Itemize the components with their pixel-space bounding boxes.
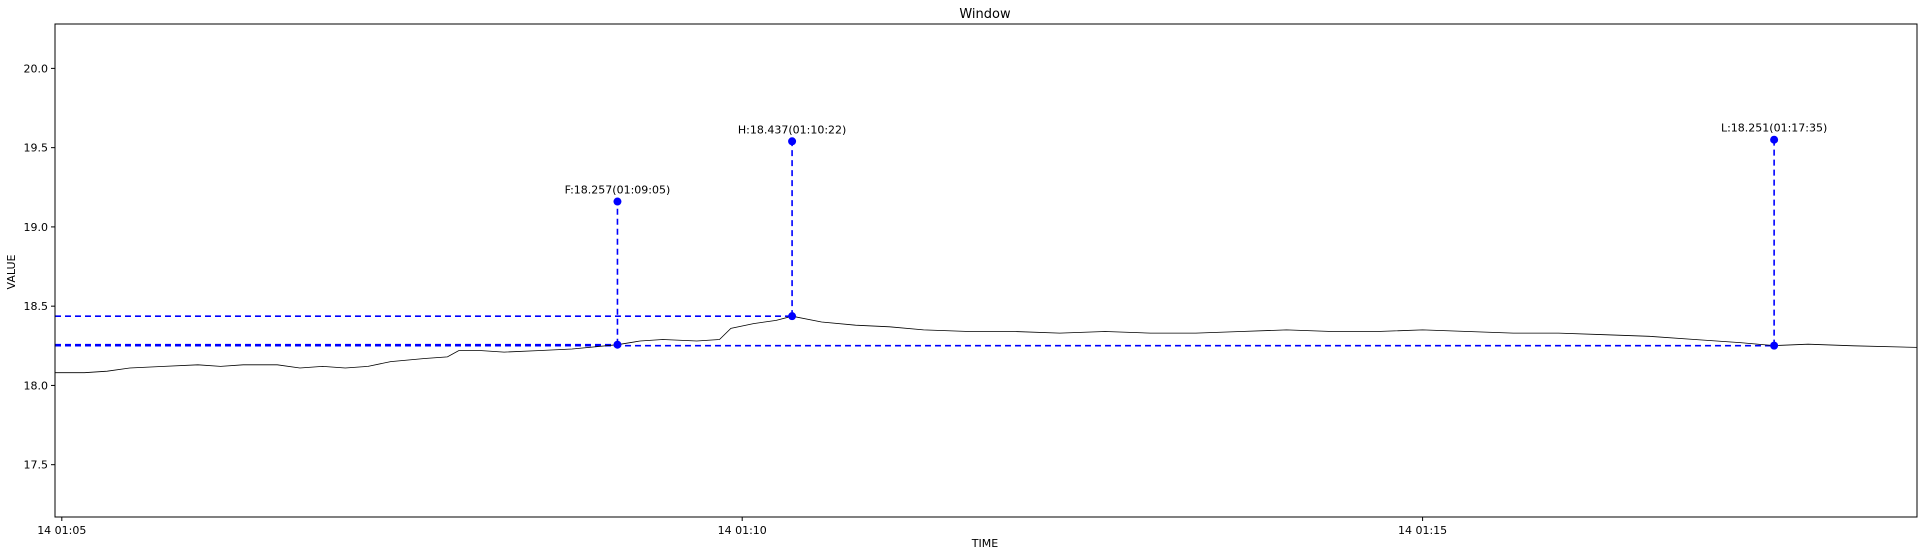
marker-label-point [788,137,797,146]
marker-label-point [613,197,622,206]
y-tick-label: 20.0 [24,62,49,75]
plot-area: F:18.257(01:09:05) H:18.437(01:10:22) L:18… [55,122,1918,374]
y-tick-label: 18.5 [24,300,49,313]
y-tick-label: 19.5 [24,142,49,155]
y-axis-label: VALUE [5,254,18,289]
marker-label: F:18.257(01:09:05) [565,184,671,197]
x-tick-label: 14 01:15 [1398,524,1447,537]
x-tick-label: 14 01:05 [37,524,86,537]
marker-label: L:18.251(01:17:35) [1721,122,1827,135]
marker-point [788,312,797,321]
chart-title: Window [959,7,1011,22]
y-tick-label: 18.0 [24,379,49,392]
y-axis: 17.5 18.0 18.5 19.0 19.5 20.0 [24,62,55,472]
marker-point [1770,341,1779,350]
x-axis: 14 01:05 14 01:10 14 01:15 [37,517,1447,537]
y-tick-label: 17.5 [24,459,49,472]
marker-label: H:18.437(01:10:22) [738,123,846,136]
x-tick-label: 14 01:10 [718,524,767,537]
y-tick-label: 19.0 [24,221,49,234]
x-axis-label: TIME [971,537,998,550]
marker-point [613,340,622,349]
plot-frame [54,23,1918,518]
value-series-line [55,315,1918,374]
marker-label-point [1770,135,1779,144]
